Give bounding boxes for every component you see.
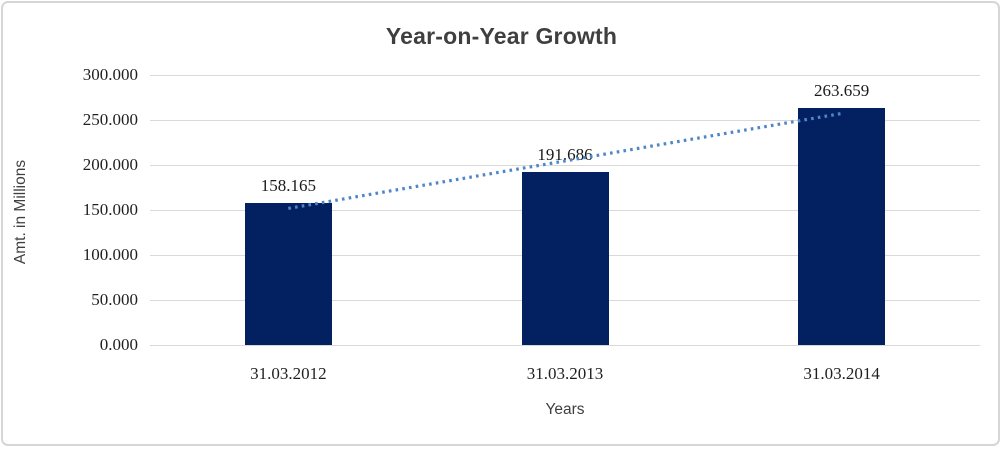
bar xyxy=(244,202,332,345)
y-tick-label: 0.000 xyxy=(99,335,138,354)
chart-title: Year-on-Year Growth xyxy=(385,23,618,49)
bar-data-label: 191.686 xyxy=(537,145,593,165)
x-tick-label: 31.03.2013 xyxy=(526,364,604,383)
bar-data-label: 263.659 xyxy=(814,80,870,100)
bar xyxy=(798,107,886,345)
x-tick-label: 31.03.2012 xyxy=(250,364,327,383)
y-tick-label: 200.000 xyxy=(82,155,138,174)
y-tick-label: 150.000 xyxy=(82,200,138,219)
x-tick-label: 31.03.2014 xyxy=(803,364,880,383)
y-gridline xyxy=(150,345,980,346)
y-tick-label: 100.000 xyxy=(82,245,138,264)
bar xyxy=(521,172,609,345)
y-axis-title: Amt. in Millions xyxy=(12,159,29,265)
bar-data-label: 158.165 xyxy=(260,175,316,195)
y-gridline xyxy=(150,75,980,76)
y-tick-label: 300.000 xyxy=(82,65,138,84)
x-axis-title: Years xyxy=(545,401,585,418)
y-tick-label: 50.000 xyxy=(91,290,138,309)
y-tick-label: 250.000 xyxy=(82,110,138,129)
